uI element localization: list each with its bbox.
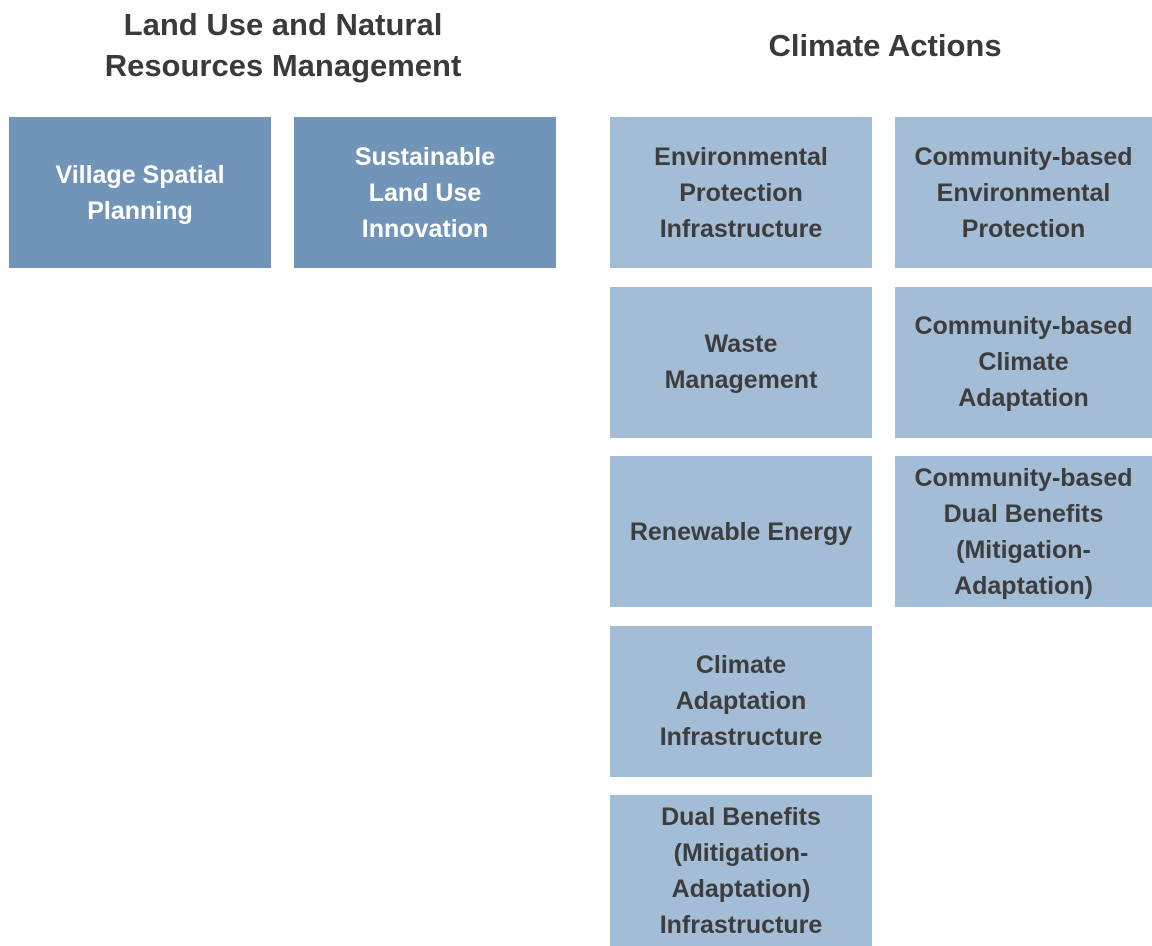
box-label-line: Community-based bbox=[914, 312, 1133, 340]
group-title: Climate Actions bbox=[600, 25, 1152, 66]
box-label-line: Land Use bbox=[368, 178, 482, 207]
box-label-line: Protection bbox=[679, 178, 803, 207]
box-label-line: Climate bbox=[695, 651, 787, 679]
category-box: Renewable Energy bbox=[610, 456, 872, 607]
box-label-line: Management bbox=[664, 366, 818, 394]
box-label-line: Environmental bbox=[936, 178, 1111, 207]
box-label-line: Dual Benefits bbox=[943, 499, 1104, 528]
box-label-line: (Mitigation- bbox=[956, 535, 1091, 564]
box-label-line: Waste bbox=[704, 330, 778, 358]
box-label-line: Adaptation bbox=[675, 687, 807, 715]
box-label-line: Environmental bbox=[654, 142, 828, 171]
category-box: Dual Benefits (Mitigation- Adaptation) Infr… bbox=[610, 795, 872, 946]
box-label-line: Village Spatial bbox=[55, 160, 225, 189]
category-box: Community-based Dual Benefits (Mitigation-… bbox=[895, 456, 1152, 607]
box-label-line: Innovation bbox=[361, 214, 489, 243]
box-label-line: Adaptation) bbox=[954, 571, 1093, 600]
box-label-line: (Mitigation- bbox=[673, 838, 809, 867]
box-label-line: Infrastructure bbox=[659, 910, 823, 939]
box-label-line: Planning bbox=[87, 196, 193, 225]
category-box: Environmental Protection Infrastructure bbox=[610, 117, 872, 268]
box-label-line: Protection bbox=[961, 214, 1086, 243]
category-box: Waste Management bbox=[610, 286, 872, 438]
box-label-line: Dual Benefits bbox=[661, 802, 821, 831]
box-label-line: Infrastructure bbox=[659, 214, 823, 243]
box-label-line: Adaptation bbox=[958, 384, 1089, 412]
title-line: Land Use and Natural bbox=[123, 7, 443, 42]
category-box: Community-based Climate Adaptation bbox=[895, 286, 1152, 438]
box-label-line: Climate bbox=[978, 348, 1069, 376]
box-label-line: Community-based bbox=[914, 142, 1133, 171]
category-box: Climate Adaptation Infrastructure bbox=[610, 625, 872, 777]
box-label-line: Community-based bbox=[914, 463, 1133, 492]
category-box: Community-based Environmental Protection bbox=[895, 117, 1152, 268]
box-label-line: Renewable Energy bbox=[629, 517, 853, 546]
group-title: Land Use and Natural Resources Management bbox=[0, 4, 566, 86]
category-box: Sustainable Land Use Innovation bbox=[294, 117, 556, 268]
category-box: Village Spatial Planning bbox=[9, 117, 271, 268]
box-label-line: Adaptation) bbox=[671, 874, 811, 903]
title-line: Resources Management bbox=[104, 48, 462, 83]
title-line: Climate Actions bbox=[768, 28, 1002, 63]
box-label-line: Infrastructure bbox=[659, 723, 823, 751]
box-label-line: Sustainable bbox=[354, 142, 496, 171]
